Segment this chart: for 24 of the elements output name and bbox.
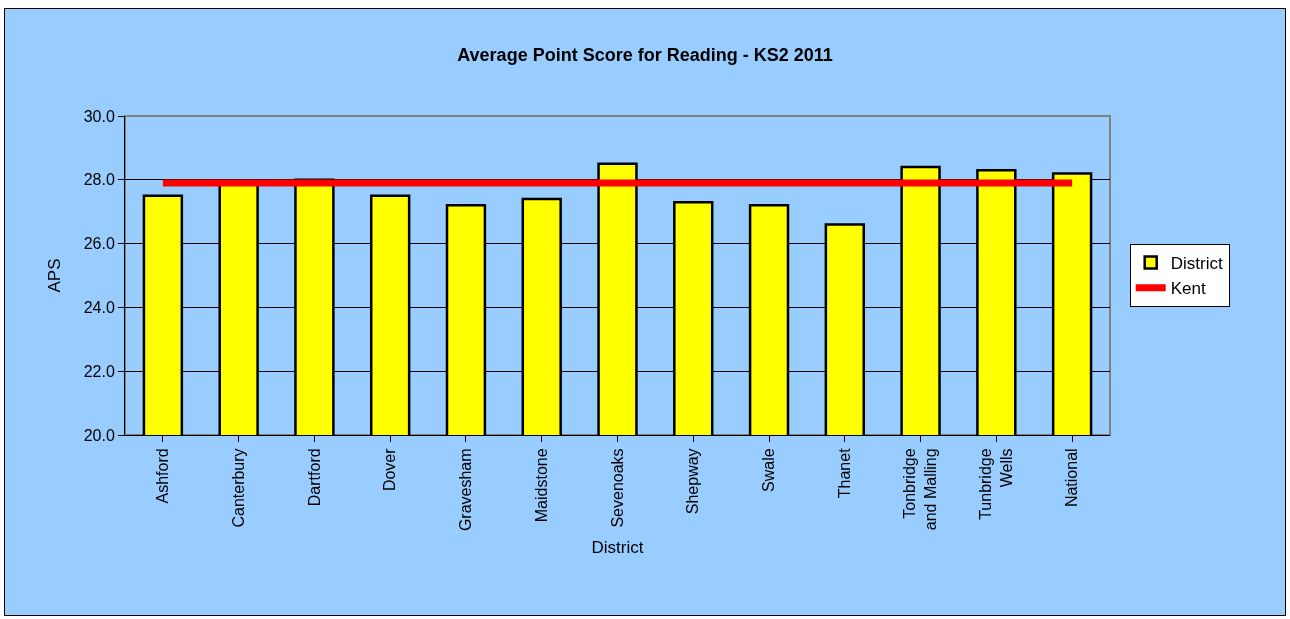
x-tick-label: Dartford — [305, 448, 323, 507]
x-tick-label: Maidstone — [532, 448, 550, 523]
x-tick-label: Swale — [760, 448, 778, 492]
x-tick-label: Shepway — [684, 448, 702, 515]
y-tick-label: 26.0 — [83, 235, 115, 253]
y-tick-label: 22.0 — [83, 362, 115, 380]
y-tick-label: 30.0 — [83, 107, 115, 125]
x-tick-label: National — [1063, 448, 1081, 508]
y-tick-label: 28.0 — [83, 171, 115, 189]
x-tick-label: Dover — [381, 447, 399, 492]
y-tick-label: 24.0 — [83, 299, 115, 316]
x-axis-title: District — [591, 537, 644, 557]
chart-title: Average Point Score for Reading - KS2 2011 — [457, 44, 833, 65]
y-tick-label: 20.0 — [83, 426, 115, 444]
x-tick-label: Canterbury — [229, 448, 247, 528]
y-axis-title: APS — [45, 258, 65, 293]
x-tick-label: Ashford — [154, 448, 172, 504]
x-tick-label: Gravesham — [457, 448, 475, 532]
x-tick-label: Sevenoaks — [608, 448, 626, 528]
x-tick-label: Thanet — [836, 447, 854, 499]
x-tick-label: Tunbridge Wells — [977, 448, 1015, 520]
legend-label: Kent — [1170, 279, 1206, 299]
legend-label: District — [1170, 254, 1223, 274]
x-tick-label: Tonbridge and Malling — [901, 448, 940, 531]
